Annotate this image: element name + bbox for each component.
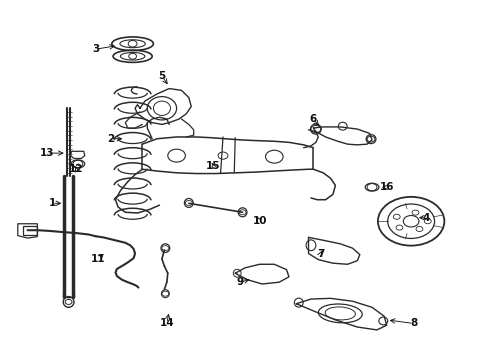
Text: 9: 9 — [237, 277, 244, 287]
Text: 13: 13 — [40, 148, 54, 158]
Text: 15: 15 — [206, 161, 220, 171]
Text: 3: 3 — [92, 44, 99, 54]
Text: 11: 11 — [91, 254, 106, 264]
Text: 14: 14 — [160, 319, 174, 328]
Text: 5: 5 — [158, 71, 166, 81]
Text: 1: 1 — [49, 198, 56, 208]
Text: 4: 4 — [422, 213, 429, 222]
Text: 2: 2 — [107, 134, 114, 144]
Text: 16: 16 — [379, 182, 394, 192]
Text: 10: 10 — [252, 216, 267, 226]
Text: 12: 12 — [69, 164, 84, 174]
Text: 7: 7 — [317, 248, 324, 258]
Text: 6: 6 — [310, 114, 317, 124]
Text: 8: 8 — [410, 319, 417, 328]
